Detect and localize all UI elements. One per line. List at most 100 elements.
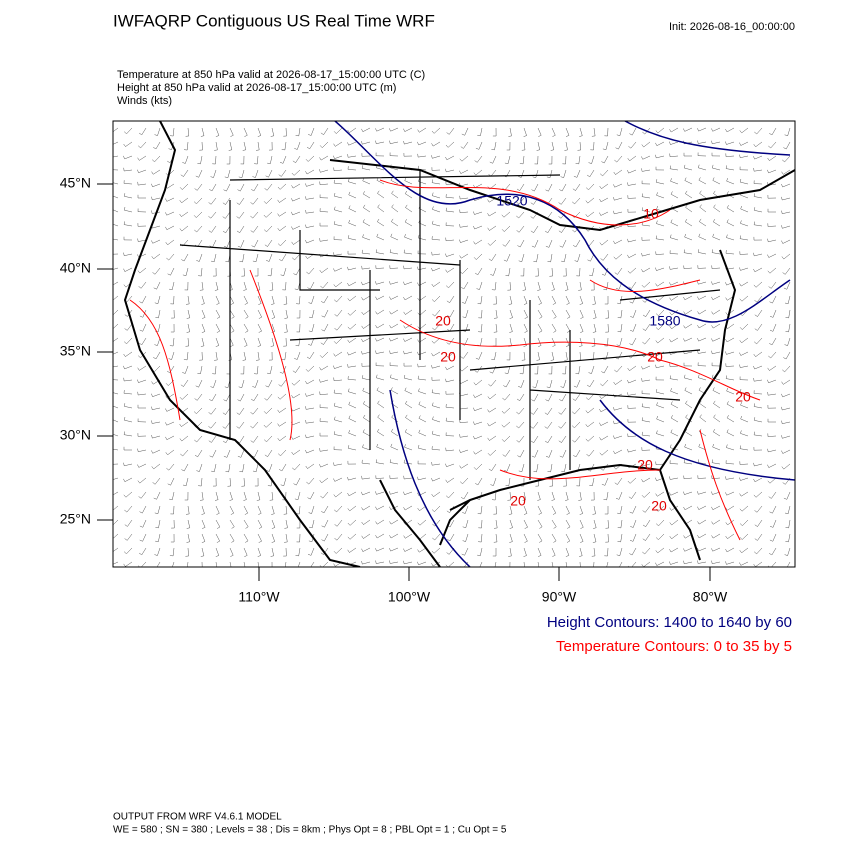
wind-barb: [698, 233, 707, 241]
wind-barb: [753, 477, 763, 483]
wind-barb: [740, 415, 749, 423]
wind-barb: [113, 238, 119, 241]
wind-barb: [123, 377, 133, 382]
wind-barb: [565, 561, 568, 567]
wind-barb: [669, 234, 679, 241]
wind-barb: [562, 155, 567, 165]
wind-barb: [685, 400, 693, 409]
wind-barb: [295, 337, 301, 347]
wind-barb: [250, 225, 259, 233]
wind-barb: [432, 309, 441, 317]
wind-barb: [277, 211, 287, 217]
wind-barb: [785, 309, 791, 319]
wind-barb: [739, 533, 749, 540]
wind-barb: [212, 477, 217, 487]
wind-barb: [519, 365, 525, 375]
wind-barb: [655, 154, 665, 159]
wind-barb: [137, 418, 147, 423]
wind-barb: [390, 177, 399, 185]
wind-barb: [138, 127, 147, 136]
wind-barb: [193, 197, 203, 205]
lon-label: 110°W: [238, 589, 280, 605]
wind-barb: [170, 505, 175, 515]
wind-barb: [600, 379, 609, 387]
wind-barb: [389, 164, 399, 171]
wind-barb: [267, 155, 273, 165]
wind-barb: [257, 561, 259, 567]
legend-height: Height Contours: 1400 to 1640 by 60: [547, 614, 792, 631]
wind-barb: [431, 461, 441, 466]
wind-barb: [627, 433, 637, 438]
wind-barb: [137, 463, 147, 468]
wind-barb: [271, 519, 276, 529]
wind-barb: [215, 323, 221, 333]
wind-barb: [558, 435, 567, 443]
wind-barb: [574, 253, 581, 262]
wind-barb: [630, 309, 637, 318]
wind-barb: [474, 267, 483, 276]
wind-barb: [347, 127, 357, 133]
wind-barb: [431, 167, 441, 171]
wind-barb: [183, 141, 189, 151]
field-line: Height at 850 hPa valid at 2026-08-17_15…: [117, 82, 396, 94]
wind-barb: [333, 416, 343, 423]
wind-barb: [605, 533, 609, 543]
wind-barb: [656, 309, 665, 317]
wind-barb: [585, 435, 595, 442]
wind-barb: [476, 491, 483, 500]
wind-barb: [333, 547, 343, 554]
wind-barb: [264, 449, 273, 458]
wind-barb: [725, 141, 735, 145]
wind-barb: [271, 505, 275, 515]
wind-barb: [473, 407, 483, 412]
temperature-contour-label: 20: [647, 349, 663, 365]
wind-barb: [375, 323, 385, 329]
wind-barb: [180, 169, 189, 177]
wind-barb: [655, 337, 665, 344]
wind-barb: [375, 350, 385, 354]
wind-barb: [614, 267, 623, 275]
wind-barb: [655, 461, 665, 465]
wind-barb: [124, 519, 133, 527]
wind-barb: [138, 281, 147, 289]
wind-barb: [197, 365, 203, 375]
wind-barb: [242, 351, 246, 361]
wind-barb: [165, 197, 175, 202]
wind-barb: [739, 376, 749, 381]
wind-barb: [590, 281, 595, 291]
wind-barb: [348, 401, 357, 409]
wind-barb: [283, 295, 288, 305]
wind-barb: [530, 197, 539, 205]
wind-barb: [551, 127, 556, 137]
wind-barb: [711, 309, 721, 315]
wind-barb: [168, 351, 175, 360]
wind-barb: [320, 281, 329, 289]
wind-barb: [431, 477, 441, 482]
wind-barb: [166, 463, 175, 471]
wind-barb: [578, 491, 582, 501]
wind-barb: [593, 309, 597, 319]
wind-barb: [362, 177, 371, 185]
wind-barb: [296, 533, 301, 543]
wind-barb: [243, 491, 247, 501]
wind-barb: [278, 169, 287, 177]
wind-barb: [241, 477, 245, 487]
wind-barb: [307, 281, 315, 290]
wind-barb: [641, 237, 651, 241]
wind-barb: [627, 418, 637, 423]
wind-barb: [545, 393, 553, 402]
wind-barb: [491, 281, 497, 291]
wind-barb: [697, 265, 707, 269]
wind-barb: [389, 547, 399, 552]
wind-barb: [544, 225, 553, 234]
wind-barb: [223, 239, 231, 248]
wind-barb: [404, 400, 413, 409]
wind-barb: [389, 519, 399, 525]
wind-barb: [683, 374, 693, 381]
wind-barb: [739, 267, 749, 271]
wind-barb: [309, 519, 315, 529]
wind-barb: [283, 505, 288, 515]
wind-barb: [172, 561, 175, 567]
wind-barb: [726, 401, 735, 409]
wind-barb: [180, 449, 189, 457]
